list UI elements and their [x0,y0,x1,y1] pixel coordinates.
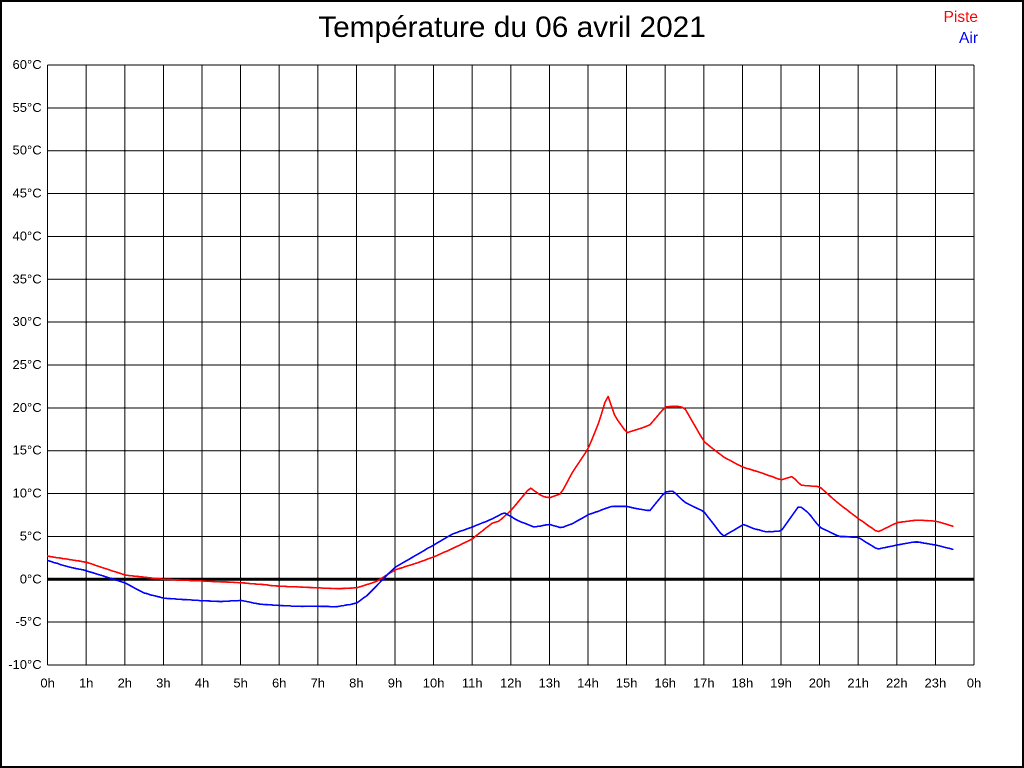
svg-text:14h: 14h [577,676,599,691]
svg-text:55°C: 55°C [13,100,42,115]
svg-text:10h: 10h [423,676,445,691]
svg-text:5h: 5h [233,676,247,691]
svg-text:50°C: 50°C [13,143,42,158]
svg-text:1h: 1h [79,676,93,691]
svg-text:10°C: 10°C [13,486,42,501]
svg-text:19h: 19h [770,676,792,691]
svg-text:30°C: 30°C [13,314,42,329]
svg-text:20h: 20h [809,676,831,691]
svg-text:20°C: 20°C [13,400,42,415]
svg-text:17h: 17h [693,676,715,691]
svg-text:15h: 15h [616,676,638,691]
svg-text:15°C: 15°C [13,443,42,458]
svg-text:8h: 8h [349,676,363,691]
svg-text:11h: 11h [462,676,483,691]
svg-text:5°C: 5°C [20,528,42,543]
svg-text:-10°C: -10°C [8,657,41,672]
svg-text:9h: 9h [388,676,402,691]
svg-text:23h: 23h [925,676,947,691]
svg-text:-5°C: -5°C [15,614,41,629]
svg-text:2h: 2h [118,676,132,691]
svg-text:60°C: 60°C [13,57,42,72]
svg-text:4h: 4h [195,676,209,691]
svg-text:40°C: 40°C [13,228,42,243]
svg-text:22h: 22h [886,676,908,691]
svg-text:25°C: 25°C [13,357,42,372]
svg-text:0h: 0h [967,676,981,691]
svg-text:18h: 18h [732,676,754,691]
svg-text:3h: 3h [156,676,170,691]
svg-text:45°C: 45°C [13,186,42,201]
svg-text:13h: 13h [539,676,561,691]
svg-text:35°C: 35°C [13,271,42,286]
svg-text:0°C: 0°C [20,571,42,586]
svg-text:21h: 21h [847,676,869,691]
svg-text:12h: 12h [500,676,522,691]
svg-text:16h: 16h [654,676,676,691]
svg-text:0h: 0h [40,676,54,691]
svg-text:7h: 7h [311,676,325,691]
svg-text:6h: 6h [272,676,286,691]
